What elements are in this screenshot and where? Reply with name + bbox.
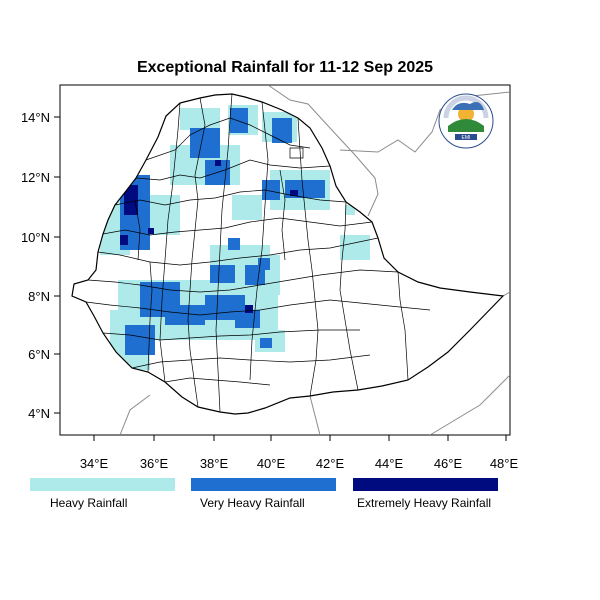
legend-swatch-heavy [30,478,175,491]
x-tick-label: 42°E [316,456,345,471]
y-axis-ticks [54,116,60,414]
legend-label-extremely-heavy: Extremely Heavy Rainfall [357,496,491,510]
y-tick-label: 14°N [21,110,50,125]
cloud-icon [452,102,484,110]
x-tick-label: 34°E [80,456,109,471]
ethiopia-border [71,93,505,415]
x-tick-label: 46°E [434,456,463,471]
x-tick-label: 44°E [375,456,404,471]
extremely-heavy-rainfall-area [120,160,298,313]
x-tick-label: 38°E [200,456,229,471]
y-tick-label: 4°N [28,406,50,421]
x-tick-label: 36°E [140,456,169,471]
legend-swatch-extremely-heavy [353,478,498,491]
legend-swatch-very-heavy [191,478,336,491]
legend-label-heavy: Heavy Rainfall [50,496,127,510]
y-axis-labels: 14°N 12°N 10°N 8°N 6°N 4°N [21,110,50,421]
admin-boundaries [85,93,431,413]
y-tick-label: 12°N [21,170,50,185]
legend-label-very-heavy: Very Heavy Rainfall [200,496,305,510]
map-content: EMI [71,85,510,435]
y-tick-label: 8°N [28,289,50,304]
map-title: Exceptional Rainfall for 11-12 Sep 2025 [137,59,433,76]
x-tick-label: 40°E [257,456,286,471]
landscape-icon [448,119,484,132]
logo-badge: EMI [462,135,471,141]
x-axis-ticks [93,435,507,441]
x-tick-label: 48°E [490,456,519,471]
legend: Heavy Rainfall Very Heavy Rainfall Extre… [30,478,498,510]
very-heavy-rainfall-area [120,108,325,355]
y-tick-label: 6°N [28,347,50,362]
institute-logo: EMI [438,93,494,149]
x-axis-labels: 34°E 36°E 38°E 40°E 42°E 44°E 46°E 48°E [80,456,519,471]
y-tick-label: 10°N [21,230,50,245]
